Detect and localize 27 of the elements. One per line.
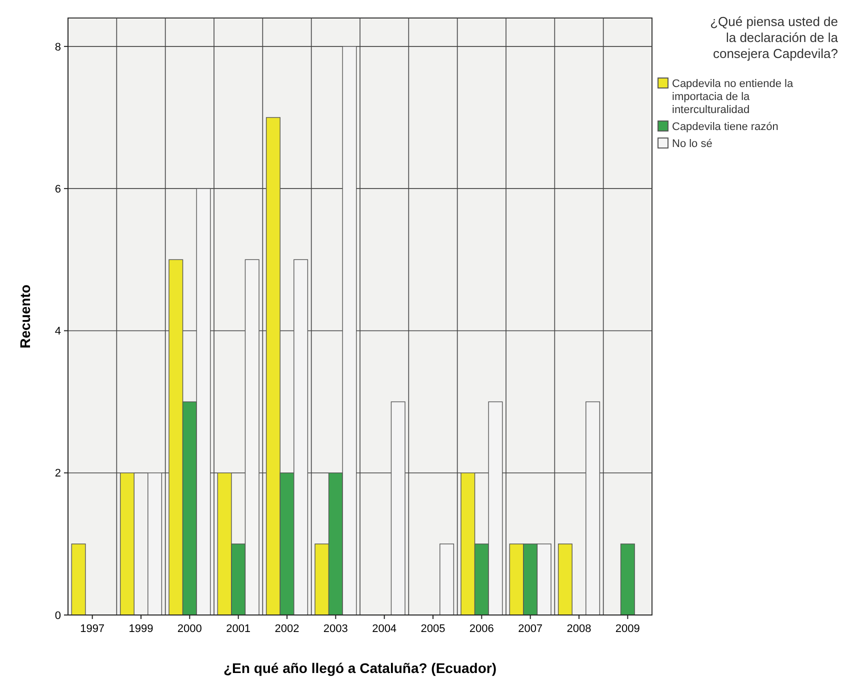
x-tick-label: 2004 — [372, 623, 397, 635]
x-tick-label: 2003 — [323, 623, 348, 635]
y-tick-label: 4 — [54, 326, 61, 338]
x-tick-label: 2008 — [566, 623, 592, 635]
y-tick-label: 2 — [54, 468, 61, 480]
legend-label: Capdevila no entiende la importacia de la interculturalidad — [672, 78, 794, 116]
legend-label: No lo sé — [672, 138, 712, 150]
bar — [558, 544, 572, 616]
x-tick-label: 2000 — [177, 623, 202, 635]
bar — [71, 544, 86, 616]
legend-title: ¿Qué piensa usted de la declaración de la consejera Capdevila? — [710, 14, 839, 61]
x-tick-label: 2006 — [469, 623, 494, 635]
x-tick-label: 1999 — [128, 623, 154, 635]
x-tick-label: 1997 — [80, 623, 105, 635]
bar — [620, 544, 635, 616]
bar — [120, 472, 134, 616]
y-tick-label: 0 — [54, 610, 61, 622]
x-tick-label: 2005 — [420, 623, 446, 635]
x-tick-label: 2009 — [615, 623, 640, 635]
x-axis-title: ¿En qué año llegó a Cataluña? (Ecuador) — [223, 660, 497, 676]
x-tick-label: 2002 — [274, 623, 300, 635]
legend-label: Capdevila tiene razón — [672, 121, 778, 133]
y-axis-title: Recuento — [17, 284, 33, 348]
y-tick-label: 6 — [54, 183, 61, 196]
x-tick-label: 2001 — [226, 623, 251, 635]
y-tick-label: 8 — [54, 41, 61, 54]
x-tick-label: 2007 — [518, 623, 543, 635]
